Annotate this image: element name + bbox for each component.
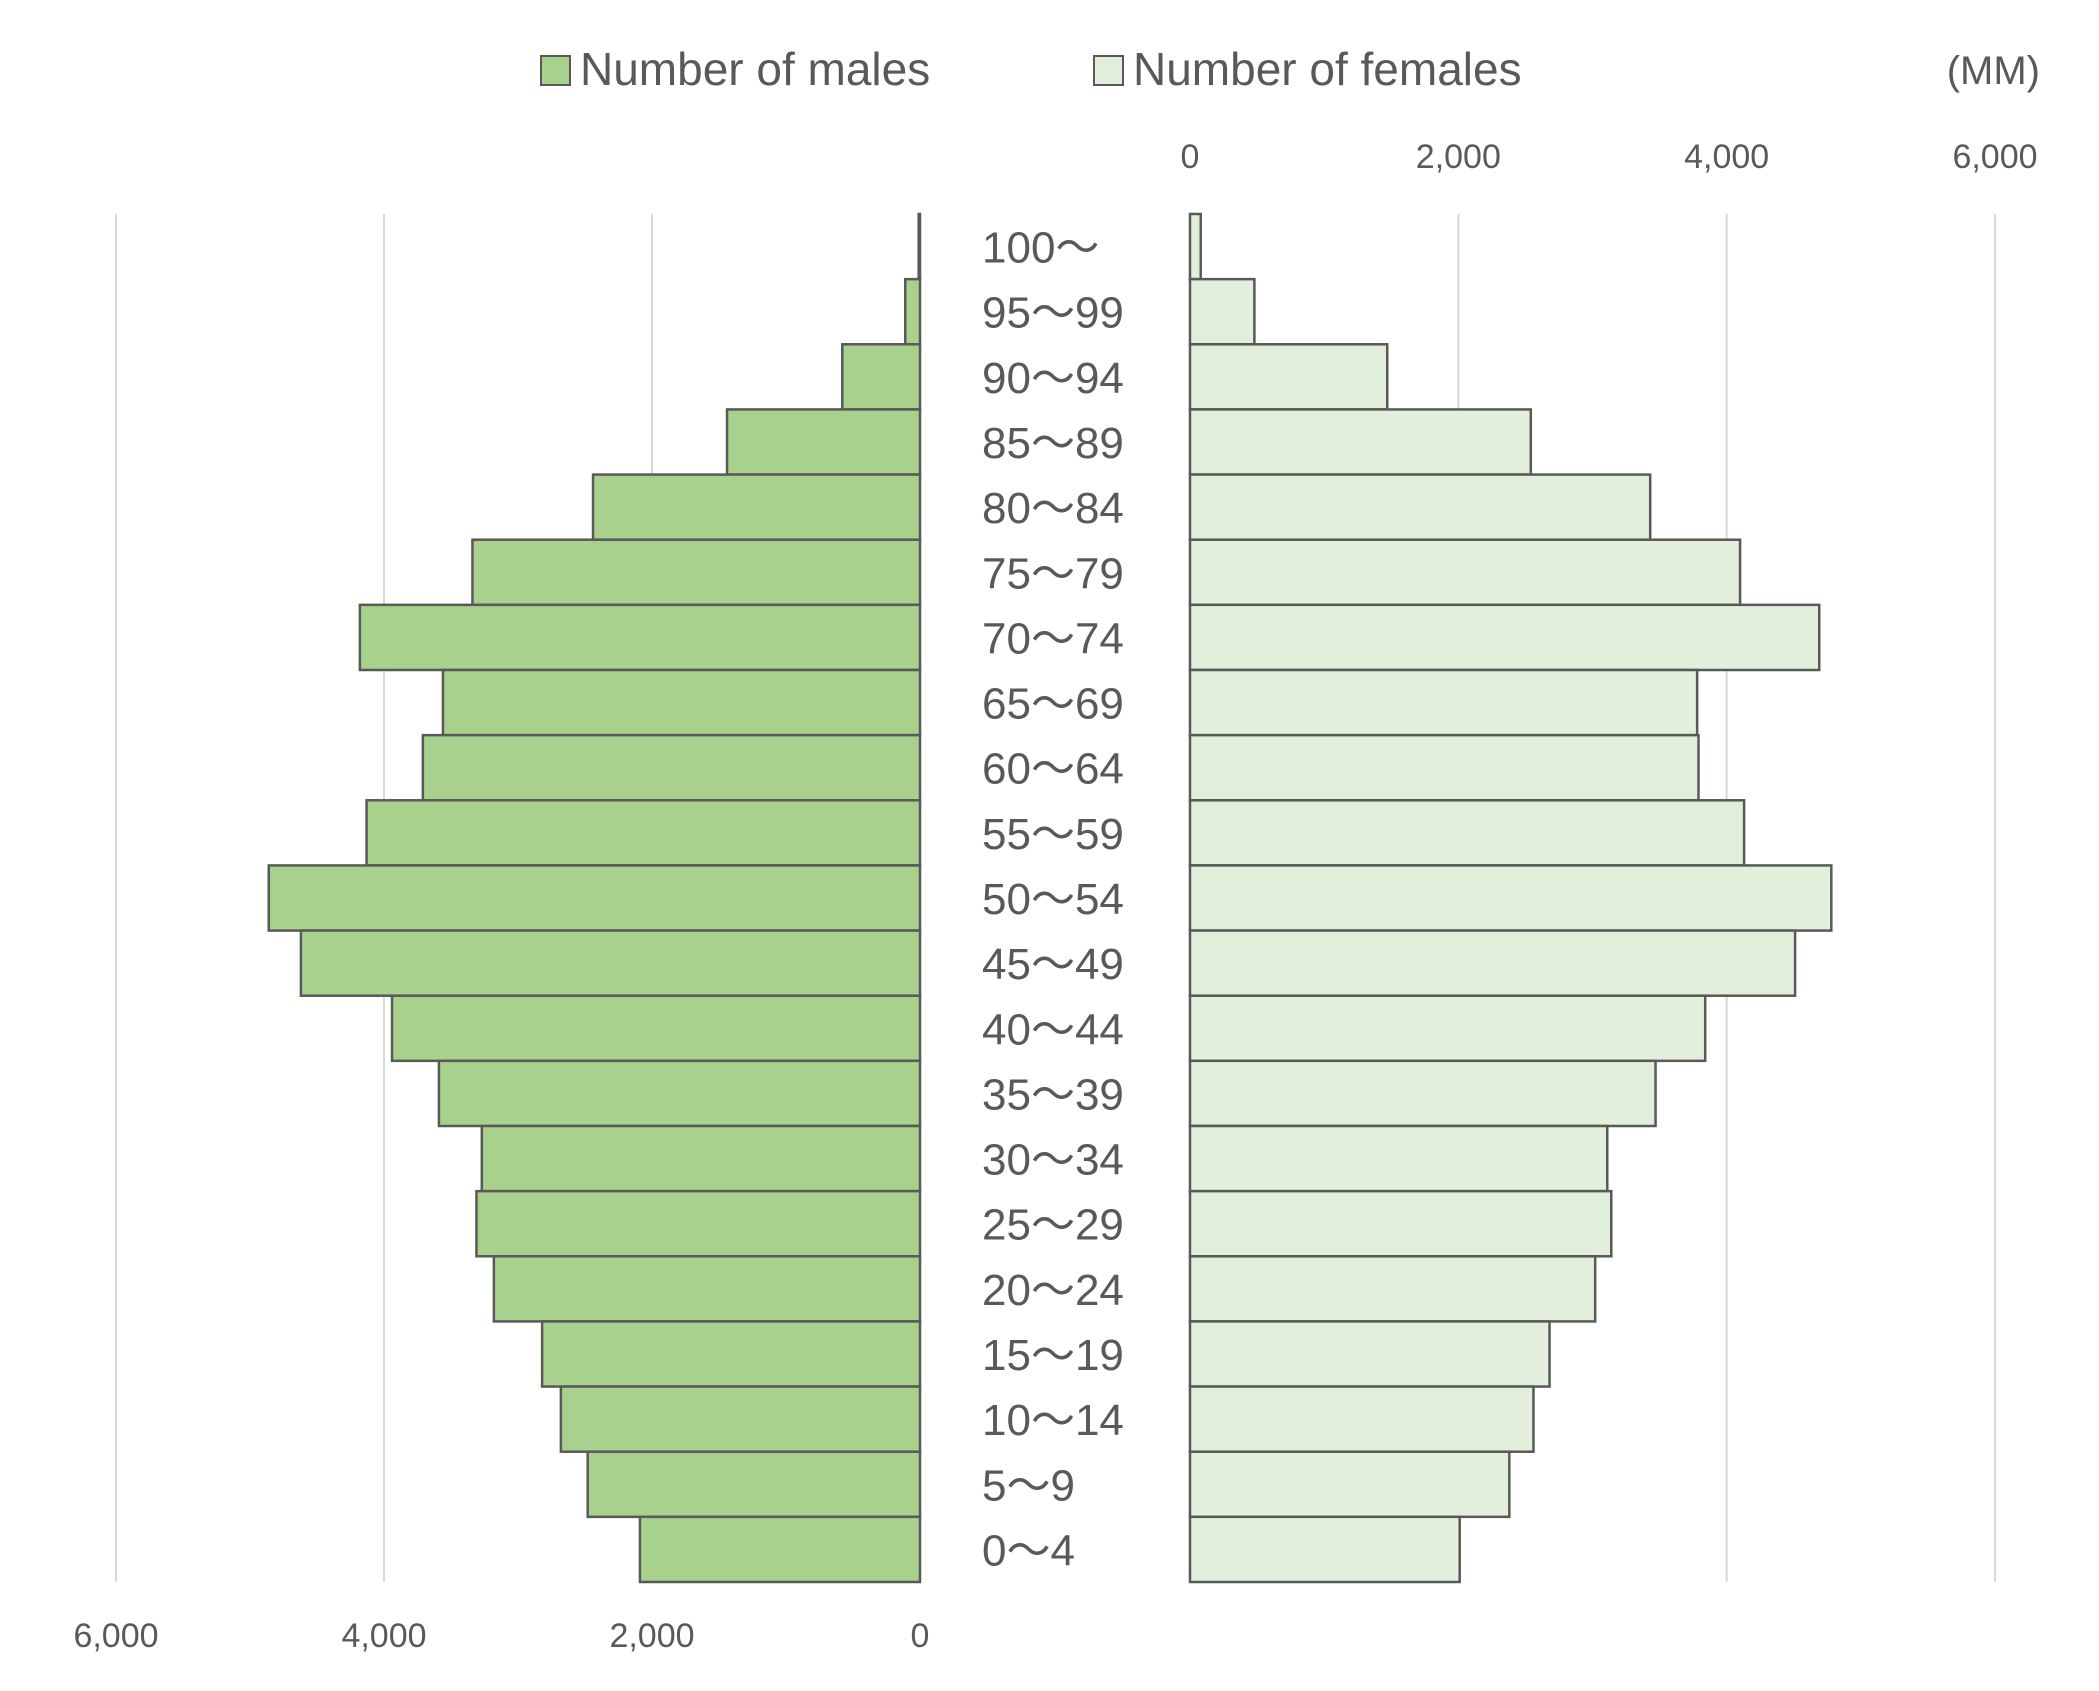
female-bar	[1188, 408, 1533, 476]
age-group-label: 40～44	[982, 1005, 1124, 1054]
female-bar	[1188, 1124, 1609, 1193]
age-group-label: 70～74	[982, 614, 1124, 663]
age-group-label: 85～89	[982, 419, 1124, 468]
male-axis-ticks: 6,000 4,000 2,000 0	[73, 1617, 929, 1655]
male-bar	[437, 1059, 922, 1128]
male-bar	[638, 1515, 922, 1584]
age-group-label: 60～64	[982, 745, 1124, 794]
male-axis-tick-label: 4,000	[341, 1617, 426, 1655]
age-group-label: 30～34	[982, 1136, 1124, 1185]
legend: Number of males Number of females	[540, 43, 1522, 95]
age-group-label: 25～29	[982, 1201, 1124, 1250]
unit-label: (MM)	[1947, 49, 2040, 93]
male-bar	[480, 1124, 922, 1193]
male-bar	[540, 1320, 922, 1388]
female-bar	[1188, 1320, 1551, 1388]
male-bar	[586, 1450, 922, 1519]
female-axis-tick-label: 0	[1181, 138, 1200, 176]
female-bar	[1188, 929, 1797, 997]
female-bar	[1188, 343, 1389, 411]
male-bar	[917, 212, 922, 281]
legend-label-females: Number of females	[1133, 43, 1522, 95]
male-bars	[267, 212, 922, 1584]
female-bar	[1188, 277, 1256, 346]
male-bar	[475, 1189, 922, 1258]
age-group-label: 45～49	[982, 940, 1124, 989]
female-bar	[1188, 799, 1746, 867]
age-group-label: 75～79	[982, 549, 1124, 598]
male-axis-tick-label: 6,000	[73, 1617, 158, 1655]
female-bar	[1188, 864, 1833, 932]
male-bar	[299, 929, 922, 997]
male-bar	[358, 603, 922, 672]
female-bar	[1188, 603, 1821, 672]
female-bar	[1188, 994, 1707, 1063]
female-bar	[1188, 1059, 1657, 1128]
legend-swatch-females	[1093, 55, 1124, 86]
female-axis-tick-label: 2,000	[1416, 138, 1501, 176]
age-group-label: 5～9	[982, 1461, 1075, 1510]
male-bar	[441, 668, 922, 737]
female-bar	[1188, 1255, 1597, 1323]
male-bar	[390, 994, 922, 1063]
male-axis-tick-label: 2,000	[609, 1617, 694, 1655]
male-bar	[492, 1255, 922, 1323]
age-group-label: 65～69	[982, 680, 1124, 729]
male-bar	[421, 733, 922, 802]
age-group-label: 20～24	[982, 1266, 1124, 1315]
female-bar	[1188, 1385, 1535, 1453]
legend-swatch-males	[540, 55, 571, 86]
age-group-label: 95～99	[982, 289, 1124, 338]
female-axis-ticks: 0 2,000 4,000 6,000	[1181, 138, 2038, 176]
female-bars	[1188, 212, 1833, 1584]
female-bar	[1188, 1450, 1511, 1519]
male-bar	[267, 864, 922, 932]
age-group-label: 35～39	[982, 1070, 1124, 1119]
female-bar	[1188, 1515, 1461, 1584]
age-group-label: 50～54	[982, 875, 1124, 924]
age-group-label: 15～19	[982, 1331, 1124, 1380]
male-bar	[591, 473, 922, 541]
female-axis-tick-label: 4,000	[1684, 138, 1769, 176]
male-bar	[559, 1385, 922, 1453]
male-bar	[841, 343, 922, 411]
female-axis-tick-label: 6,000	[1952, 138, 2037, 176]
female-bar	[1188, 212, 1202, 281]
male-bar	[471, 538, 922, 607]
age-group-label: 100～	[982, 224, 1099, 273]
male-bar	[904, 277, 922, 346]
female-bar	[1188, 1189, 1613, 1258]
female-bar	[1188, 733, 1700, 802]
male-bar	[365, 799, 922, 867]
female-bar	[1188, 538, 1742, 607]
age-group-labels: 100～ 95～99 90～94 85～89 80～84 75～79 70～74 65～69 6…	[982, 224, 1124, 1576]
age-group-label: 0～4	[982, 1526, 1075, 1575]
female-bar	[1188, 473, 1652, 541]
male-axis-tick-label: 0	[911, 1617, 930, 1655]
male-bar	[725, 408, 922, 476]
age-group-label: 10～14	[982, 1396, 1124, 1445]
age-group-label: 80～84	[982, 484, 1124, 533]
age-group-label: 90～94	[982, 354, 1124, 403]
legend-label-males: Number of males	[580, 43, 930, 95]
female-bar	[1188, 668, 1699, 737]
age-group-label: 55～59	[982, 810, 1124, 859]
